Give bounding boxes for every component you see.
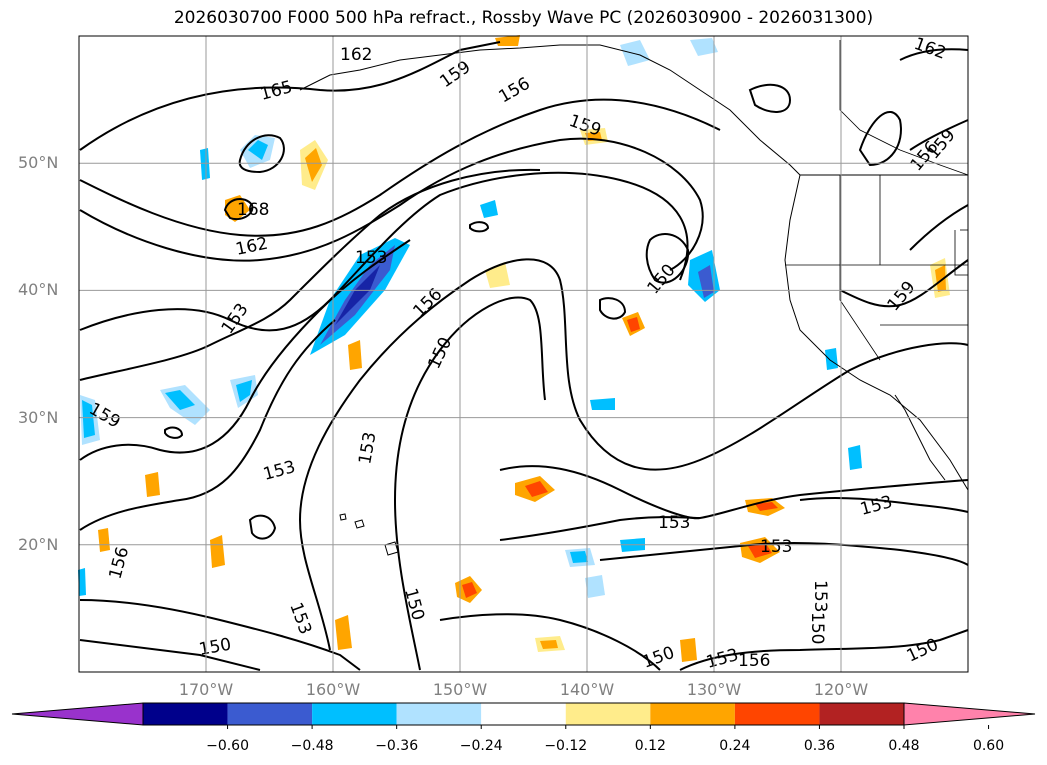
- contour-label: 159: [884, 277, 920, 315]
- contour-label: 153: [810, 580, 830, 612]
- longitude-label: 160°W: [305, 680, 361, 699]
- colorbar-tick-label: 0.60: [972, 738, 1005, 754]
- contour-label: 159: [566, 111, 603, 141]
- longitude-label: 170°W: [178, 680, 234, 699]
- map-title: 2026030700 F000 500 hPa refract., Rossby…: [173, 8, 874, 28]
- contour-label: 153: [261, 457, 298, 485]
- longitude-label: 140°W: [559, 680, 615, 699]
- colorbar-swatch: [143, 703, 228, 725]
- contour-label: 162: [911, 34, 948, 64]
- colorbar-swatch: [565, 703, 651, 725]
- colorbar-extend-low: [11, 702, 144, 726]
- contour-label: 156: [738, 651, 770, 671]
- contour-label: 150: [197, 635, 232, 660]
- colorbar-extend-high: [903, 702, 1036, 726]
- colorbar-tick-label: 0.36: [803, 738, 836, 754]
- contour-label: 153: [858, 492, 895, 520]
- colorbar-tick-label: 0.24: [719, 738, 751, 754]
- contour-label: 153: [285, 600, 315, 637]
- colorbar-swatch: [227, 703, 313, 725]
- contour-label: 150: [400, 586, 428, 623]
- contour-label: 150: [640, 643, 677, 673]
- contour-label: 153: [760, 537, 792, 557]
- longitude-label: 150°W: [432, 680, 488, 699]
- contour-label: 153: [355, 430, 380, 465]
- colorbar-tick-label: −0.12: [544, 738, 588, 754]
- colorbar-tick-label: 0.12: [634, 738, 666, 754]
- contour-label: 162: [340, 45, 372, 65]
- contour-label: 150: [807, 612, 827, 644]
- contour-label: 153: [704, 645, 741, 673]
- contour-label: 150: [904, 635, 942, 667]
- contour-label: 156: [496, 74, 534, 108]
- colorbar: [11, 702, 1036, 729]
- colorbar-swatch: [312, 703, 397, 725]
- contour-label: 150: [424, 334, 456, 372]
- colorbar-tick-label: −0.36: [375, 738, 419, 754]
- colorbar-frame: [142, 702, 905, 726]
- islands: [339, 513, 399, 556]
- latitude-label: 30°N: [18, 407, 59, 427]
- colorbar-swatch: [481, 703, 566, 725]
- coastlines: [299, 40, 969, 491]
- contour-label: 153: [218, 300, 253, 338]
- latitude-label: 20°N: [18, 534, 59, 554]
- colorbar-swatch: [734, 703, 820, 725]
- latitude-label: 50°N: [18, 153, 59, 173]
- contour-lines: [79, 41, 969, 671]
- contour-label: 159: [436, 57, 474, 92]
- colorbar-swatch: [650, 703, 735, 725]
- map-frame: [78, 35, 969, 673]
- contour-label: 162: [234, 234, 270, 260]
- graticule: [79, 36, 968, 672]
- colorbar-tick-label: 0.48: [888, 738, 920, 754]
- colorbar-tick-label: −0.48: [290, 738, 334, 754]
- contour-label: 153: [355, 248, 387, 268]
- latitude-label: 40°N: [18, 280, 59, 300]
- longitude-label: 130°W: [686, 680, 742, 699]
- colorbar-swatch: [819, 703, 904, 725]
- colorbar-swatch: [396, 703, 482, 725]
- contour-label: 153: [658, 513, 690, 533]
- longitude-label: 120°W: [813, 680, 869, 699]
- colorbar-tick-label: −0.60: [206, 738, 249, 754]
- contour-label: 156: [106, 545, 134, 582]
- contour-label: 165: [258, 77, 295, 105]
- colorbar-tick-label: −0.24: [459, 738, 503, 754]
- contour-label: 168: [237, 200, 269, 220]
